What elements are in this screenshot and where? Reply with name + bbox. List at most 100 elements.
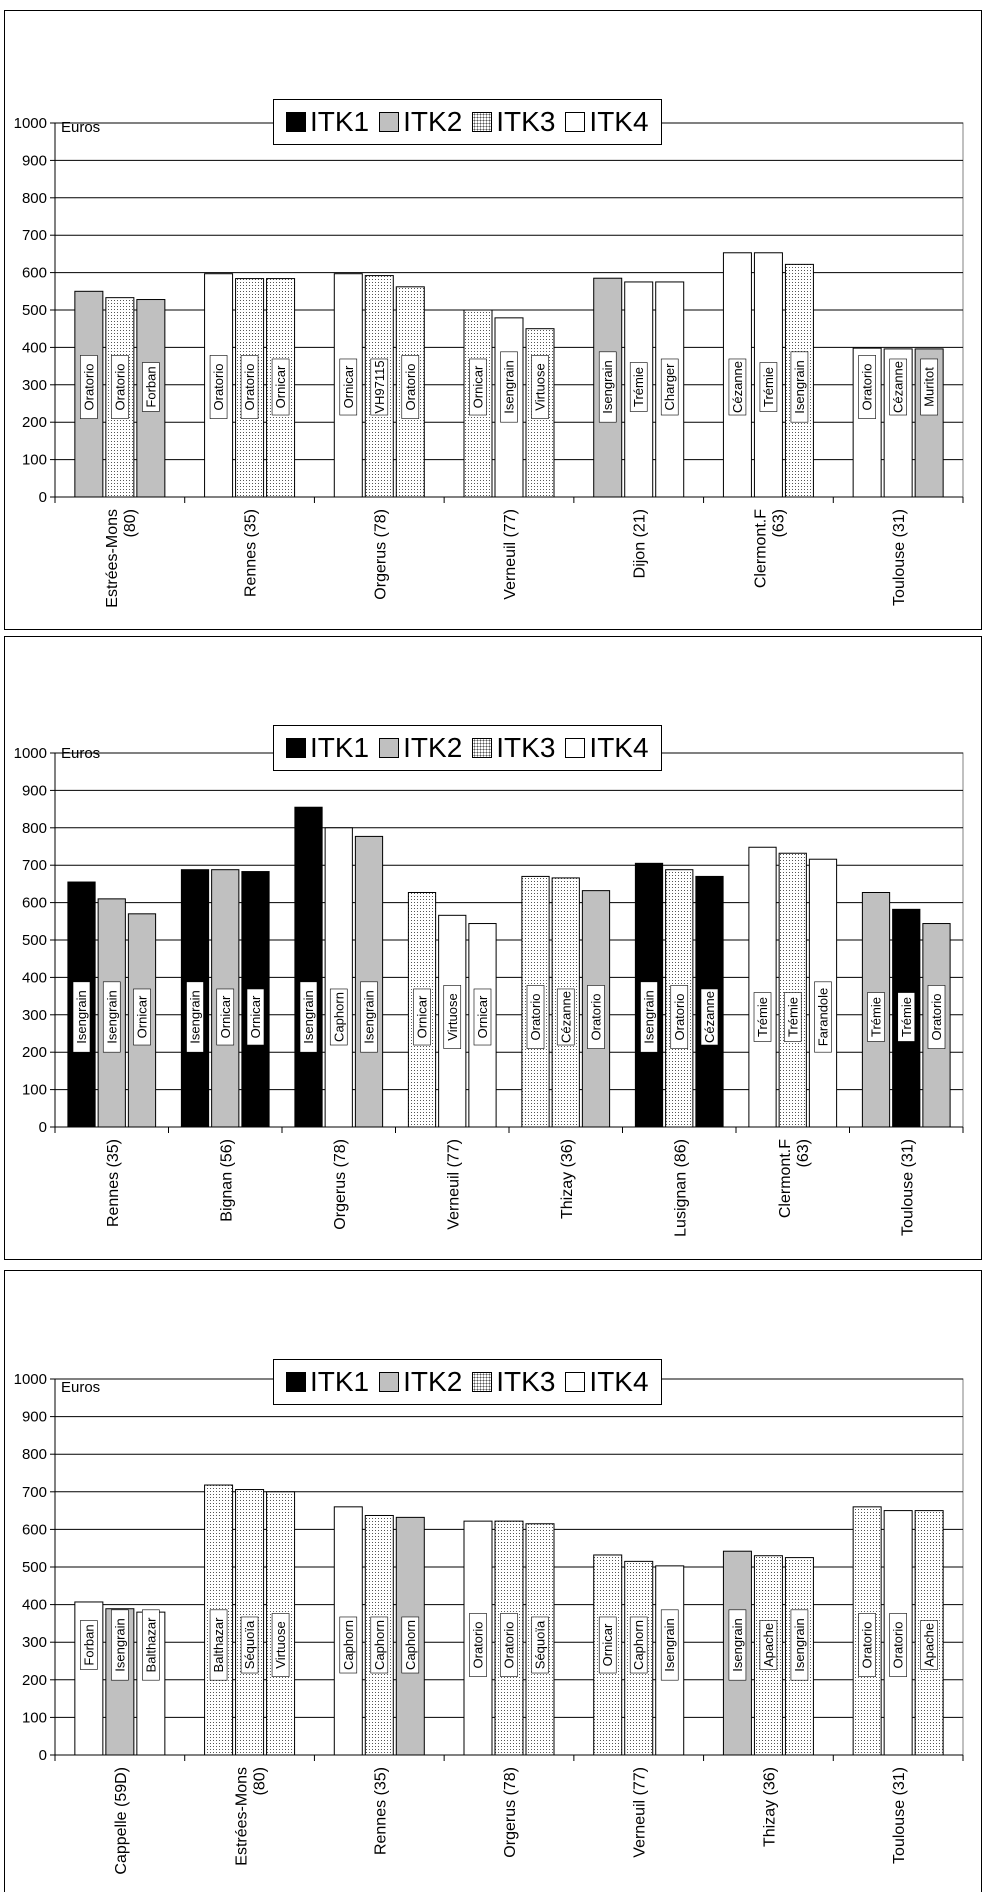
bar-lusignan-86-1 — [634, 862, 664, 1128]
legend-label-itk2: ITK2 — [403, 106, 463, 137]
bar-orgerus-78-1 — [294, 806, 323, 1128]
legend-swatch-itk4 — [565, 112, 586, 132]
bar-label-text: Cézanne — [702, 991, 717, 1043]
bar-label-text: Isengrain — [792, 1618, 807, 1671]
bar-label: Isengrain — [790, 351, 809, 423]
bar-label-box — [339, 1616, 358, 1674]
bar-label-box — [790, 351, 809, 423]
bar-label: Oratorio — [209, 355, 228, 419]
legend-item-itk4: ITK4 — [565, 106, 649, 138]
bar-label: Isengrain — [102, 981, 121, 1053]
x-category-label: Thizay (36) — [559, 1139, 576, 1219]
bar-label-text: Oratorio — [81, 364, 96, 411]
bar-label-text: Oratorio — [588, 994, 603, 1041]
x-category-label: Estrées-Mons — [104, 509, 121, 608]
bar-label-box — [759, 362, 778, 412]
bar-label-box — [111, 355, 129, 419]
legend-swatch-itk3 — [472, 1372, 493, 1392]
bar-label: Ornicar — [413, 988, 431, 1046]
bar-label-text: Ornicar — [218, 995, 233, 1038]
bar-label: Caphorn — [329, 988, 348, 1046]
bar-clermont-f-63-3 — [808, 858, 838, 1128]
x-category-label: (63) — [795, 1139, 812, 1167]
bar-label: Isengrain — [790, 1609, 809, 1681]
x-category-label: Toulouse (31) — [891, 1767, 908, 1864]
bar-label-text: Trémie — [761, 367, 776, 407]
y-tick-label: 200 — [22, 1672, 47, 1689]
bar-label: Virtuose — [271, 1613, 290, 1677]
x-category-label: Toulouse (31) — [899, 1139, 916, 1236]
bar-label: Ornicar — [216, 988, 235, 1046]
bar-label-box — [443, 985, 462, 1049]
bar-label: Séquoïa — [240, 1616, 259, 1674]
bar-label: Trémie — [867, 992, 885, 1042]
y-tick-label: 800 — [22, 1446, 47, 1463]
bar-label-box — [858, 1613, 876, 1677]
bar-label-box — [927, 985, 946, 1049]
bar-label: Trémie — [753, 992, 772, 1042]
bar-label-box — [142, 1609, 160, 1681]
y-tick-label: 600 — [22, 895, 47, 912]
bar-label: Forban — [142, 362, 160, 412]
bar-label-text: Isengrain — [104, 990, 119, 1043]
bar-label: Ornicar — [473, 988, 492, 1046]
bar-label: Caphorn — [401, 1616, 420, 1674]
bar-label: Muritot — [920, 358, 938, 416]
legend-item-itk1: ITK1 — [286, 106, 369, 138]
bar-label-text: Trémie — [631, 367, 646, 407]
bar-label: Oratorio — [80, 355, 98, 419]
y-tick-label: 700 — [22, 1484, 47, 1501]
y-tick-label: 100 — [22, 1082, 47, 1099]
y-axis-label-2: Euros — [61, 745, 101, 762]
bar-label-box — [469, 1613, 487, 1677]
y-tick-label: 800 — [22, 820, 47, 837]
bar-label-text: Isengrain — [792, 360, 807, 413]
x-category-label: Rennes (35) — [372, 1767, 389, 1855]
legend-swatch-itk3 — [472, 738, 493, 758]
legend-item-itk3: ITK3 — [472, 732, 555, 764]
legend-swatch-itk4 — [565, 1372, 586, 1392]
bar-label-text: Caphorn — [372, 1620, 387, 1670]
legend-swatch-itk4 — [565, 738, 586, 758]
bar-label: Forban — [80, 1620, 98, 1670]
bar-label: Oratorio — [500, 1613, 518, 1677]
bar-label: Cézanne — [700, 988, 719, 1046]
y-tick-label: 300 — [22, 1634, 47, 1651]
bar-label: Caphorn — [629, 1616, 648, 1674]
bar-label-box — [556, 988, 575, 1046]
x-category-label: Clermont.F — [777, 1139, 794, 1218]
bar-label-text: Oratorio — [403, 364, 418, 411]
y-tick-label: 0 — [39, 1119, 47, 1136]
x-category-label: Estrées-Mons — [234, 1767, 251, 1866]
y-tick-label: 200 — [22, 414, 47, 431]
x-category-label: Verneuil (77) — [445, 1139, 462, 1230]
legend-item-itk3: ITK3 — [472, 106, 555, 138]
bar-label-text: Trémie — [899, 997, 914, 1037]
bar-bignan-56-3 — [241, 871, 270, 1128]
bar-label-box — [670, 985, 689, 1049]
bar-label-box — [531, 355, 549, 419]
bar-label: Balthazar — [142, 1609, 160, 1681]
bar-label-box — [790, 1609, 809, 1681]
legend-swatch-itk1 — [286, 738, 306, 758]
bar-label-text: Forban — [143, 366, 158, 407]
y-tick-label: 700 — [22, 857, 47, 874]
bar-label: Oratorio — [526, 985, 545, 1049]
y-tick-label: 900 — [22, 1409, 47, 1426]
legend-label-itk4: ITK4 — [589, 1366, 649, 1397]
x-category-label: Bignan (56) — [218, 1139, 235, 1222]
bar-label: Caphorn — [339, 1616, 358, 1674]
x-category-label: Clermont.F — [752, 509, 769, 588]
bar-label-box — [209, 1609, 228, 1681]
bar-label-box — [80, 1620, 98, 1670]
bar-label-text: Apache — [922, 1623, 937, 1667]
chart-legend-1: ITK1 ITK2 ITK3 ITK4 — [273, 99, 662, 145]
bar-label-box — [142, 362, 160, 412]
bar-label: Isengrain — [640, 981, 658, 1053]
bar-label: Oratorio — [240, 355, 259, 419]
bar-label-text: Caphorn — [331, 992, 346, 1042]
legend-swatch-itk3 — [472, 112, 493, 132]
bar-label: Caphorn — [370, 1616, 389, 1674]
bar-label-text: Ornicar — [273, 365, 288, 408]
bar-label: Ornicar — [271, 358, 290, 416]
